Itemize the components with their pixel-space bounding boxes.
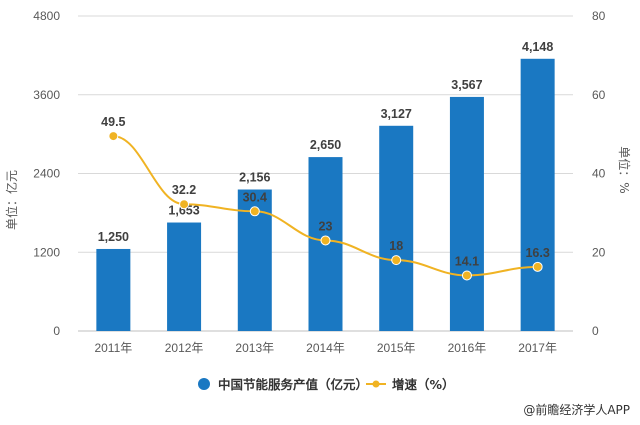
x-tick-label: 2013年 [235,341,274,355]
legend: 中国节能服务产值（亿元） 增速（%） [198,377,455,392]
line-data-label: 30.4 [243,190,267,204]
left-tick-label: 3600 [33,88,60,102]
legend-bar-label: 中国节能服务产值（亿元） [218,377,368,392]
right-axis-ticks: 0 20 40 60 80 [592,9,606,338]
x-axis-ticks: 2011年 2012年 2013年 2014年 2015年 2016年 2017年 [94,341,557,355]
left-tick-label: 0 [53,324,60,338]
line-data-label: 14.1 [455,254,479,268]
bar [96,248,131,331]
legend-line-dot [372,380,380,388]
bar-data-label: 1,250 [98,230,129,244]
line-data-label: 49.5 [101,115,125,129]
bar-data-label: 4,148 [522,40,553,54]
x-tick-label: 2011年 [94,341,132,355]
x-tick-label: 2014年 [306,341,345,355]
line-data-label: 16.3 [525,246,549,260]
x-tick-label: 2012年 [165,341,204,355]
right-tick-label: 80 [592,9,606,23]
line-point [249,206,260,217]
right-tick-label: 60 [592,88,606,102]
left-axis-ticks: 0 1200 2400 3600 4800 [33,9,60,338]
line-data-label: 23 [319,219,333,233]
right-axis-title: 单位：% [617,146,632,193]
bar-data-label: 2,650 [310,138,341,152]
line-point [391,255,402,266]
line-data-label: 18 [389,239,403,253]
left-tick-label: 2400 [33,167,60,181]
bar [520,58,555,331]
left-tick-label: 4800 [33,9,60,23]
bar [379,125,414,332]
bar-data-label: 1,653 [168,204,199,218]
credit: @前瞻经济学人APP [523,402,630,417]
line-point [532,261,543,272]
legend-bar-marker [198,378,210,390]
left-tick-label: 1200 [33,245,60,259]
bar-data-label: 2,156 [239,171,270,185]
x-tick-label: 2015年 [377,341,416,355]
bar [449,96,484,332]
bar-data-label: 3,127 [381,107,412,121]
x-tick-label: 2017年 [518,341,557,355]
line-point [179,199,190,210]
line-point [461,270,472,281]
bar [167,222,202,331]
right-tick-label: 40 [592,167,606,181]
left-axis-title: 单位：亿元 [4,170,19,230]
right-tick-label: 0 [592,324,599,338]
bar-data-label: 3,567 [451,78,482,92]
line-point [108,131,119,142]
legend-line-label: 增速（%） [392,377,455,392]
bar-series: 1,250 1,653 2,156 2,650 3,127 3,567 4,148 [96,40,555,332]
line-point [320,235,331,246]
line-series: 49.5 32.2 30.4 23 18 14.1 16.3 [101,115,550,281]
right-tick-label: 20 [592,245,606,259]
line-data-label: 32.2 [172,183,196,197]
x-tick-label: 2016年 [448,341,487,355]
